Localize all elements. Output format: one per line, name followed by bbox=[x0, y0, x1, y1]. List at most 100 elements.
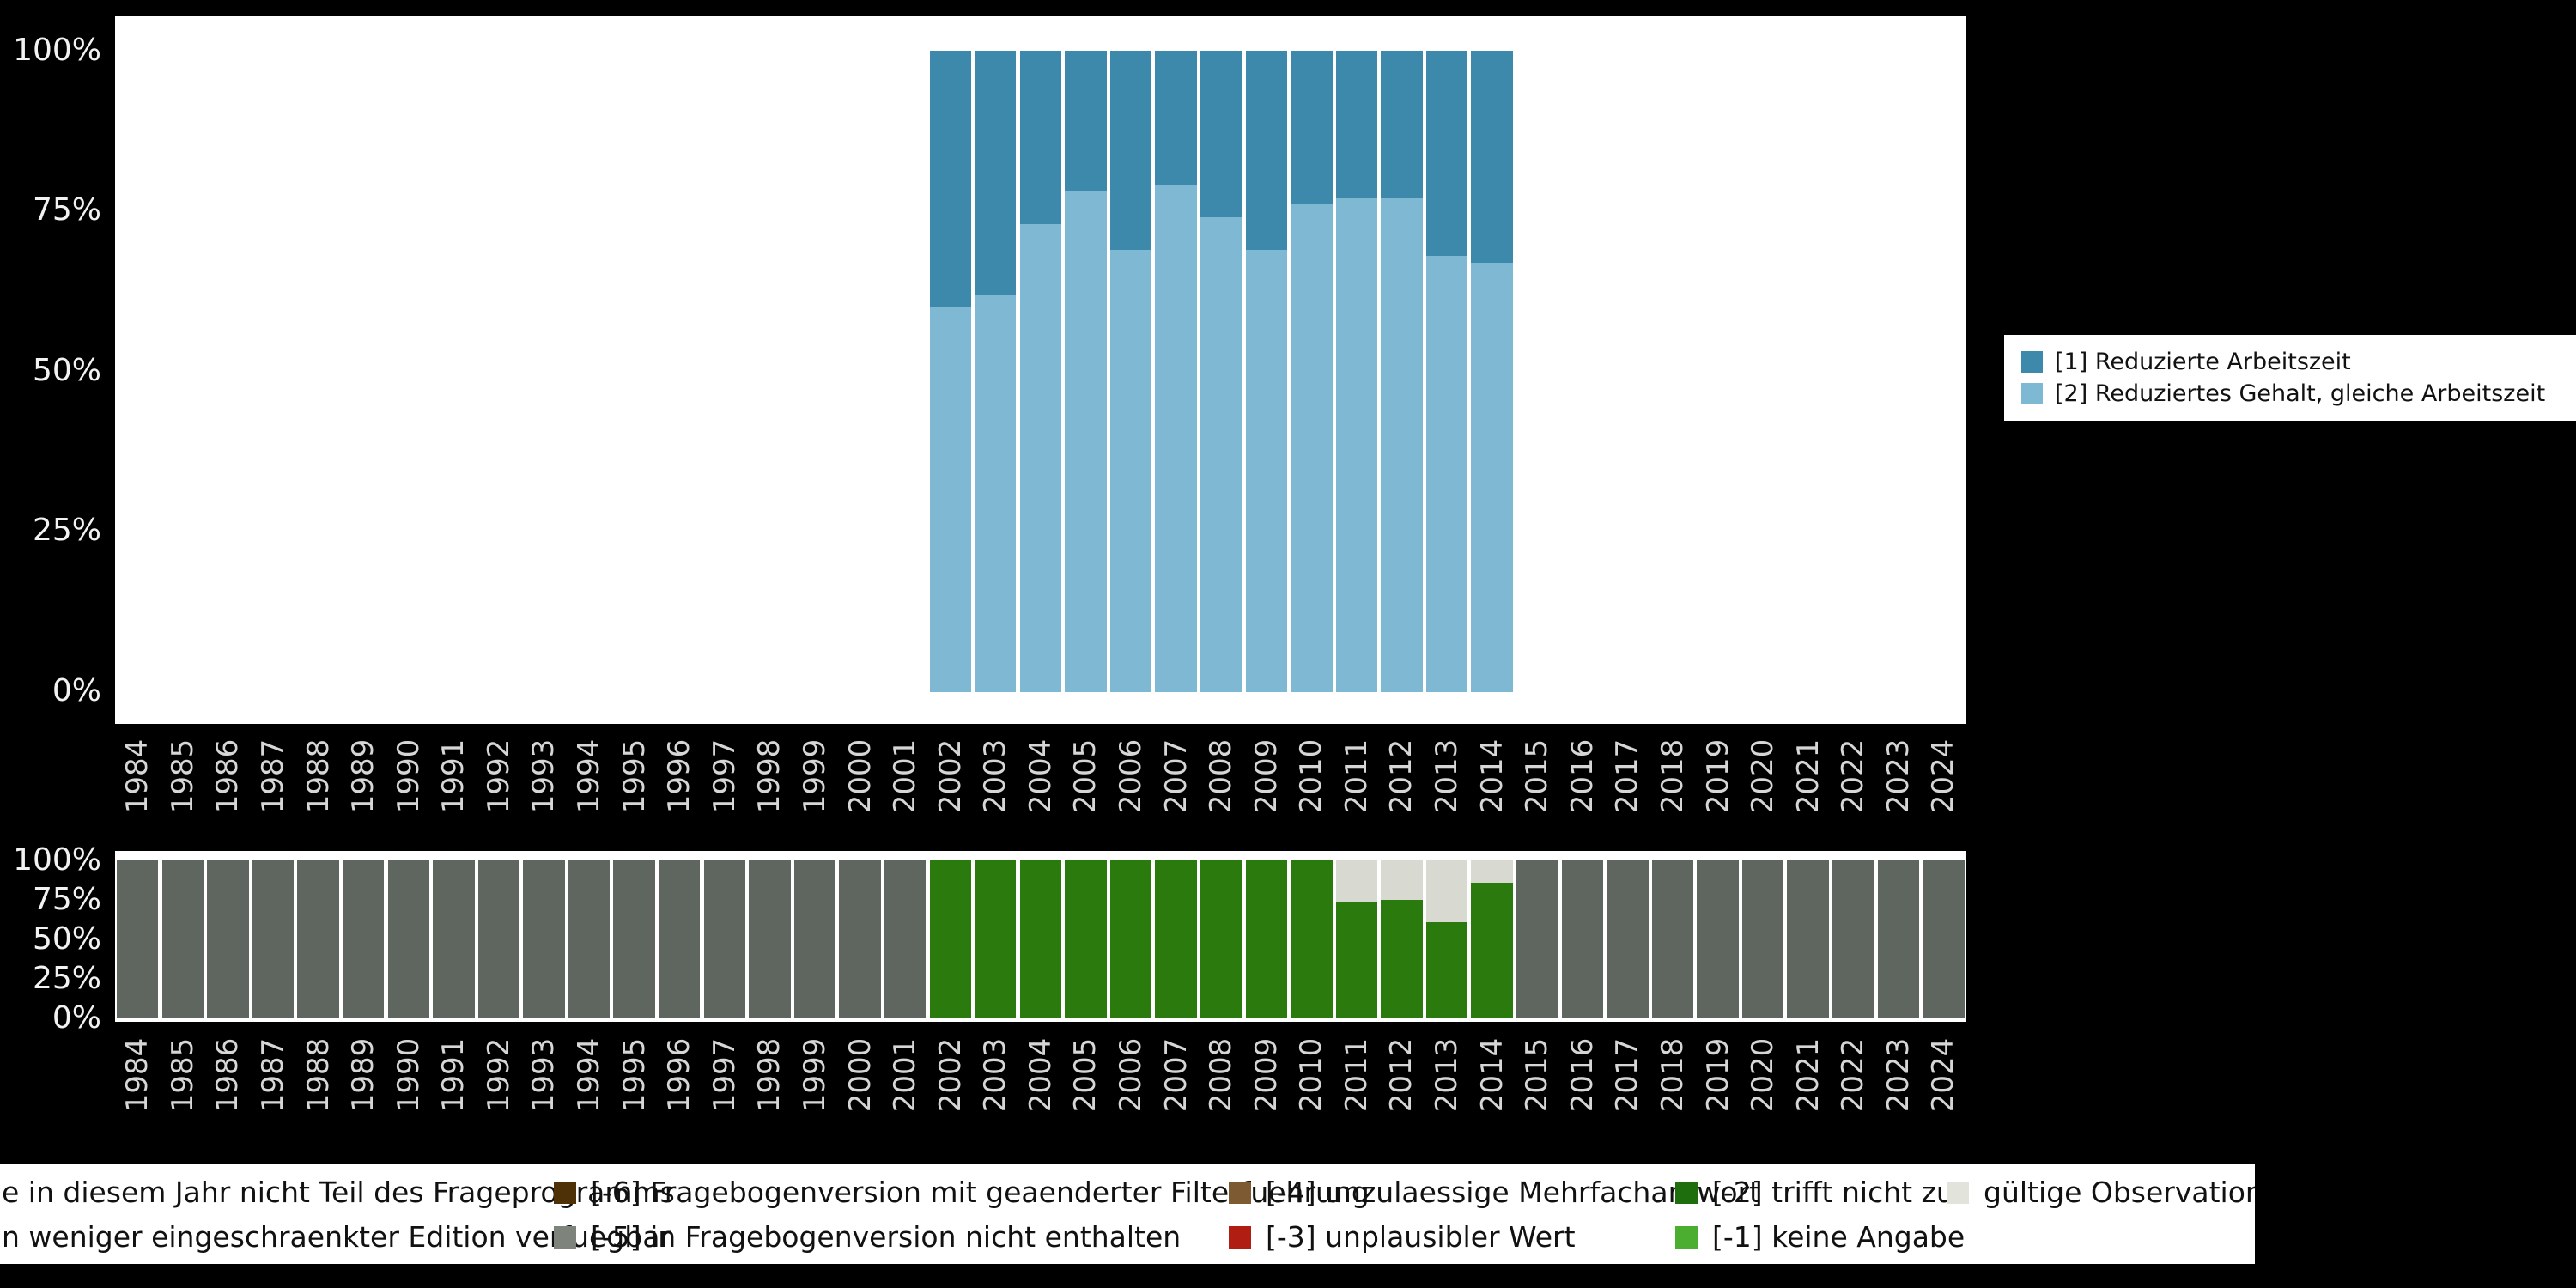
x-tick-slot: 2011 bbox=[1334, 1029, 1380, 1121]
bar-slot-1986 bbox=[205, 51, 251, 692]
bar-2014 bbox=[1471, 51, 1513, 692]
bar-segment bbox=[568, 860, 611, 1018]
bar-segment bbox=[1381, 900, 1423, 1018]
x-tick-label: 1984 bbox=[120, 738, 155, 814]
y-tick-label: 25% bbox=[32, 961, 101, 996]
x-tick-slot: 1984 bbox=[115, 1029, 161, 1121]
x-tick-slot: 1989 bbox=[341, 1029, 386, 1121]
top-chart-panel bbox=[115, 16, 1966, 724]
bar-slot-1994 bbox=[567, 51, 612, 692]
bar-2001 bbox=[884, 860, 927, 1018]
bar-slot-2005 bbox=[1063, 51, 1109, 692]
x-tick-slot: 2022 bbox=[1831, 730, 1876, 823]
x-tick-slot: 1996 bbox=[657, 730, 702, 823]
x-tick-slot: 2015 bbox=[1515, 730, 1560, 823]
bar-segment bbox=[1200, 860, 1242, 1018]
x-tick-label: 2020 bbox=[1746, 738, 1781, 814]
x-tick-label: 1985 bbox=[165, 738, 200, 814]
bottom-x-axis: 1984 1985 1986 1987 1988 1989 1990 1991 1992 1993… bbox=[115, 1029, 1966, 1121]
bar-segment bbox=[839, 860, 881, 1018]
bar-2007 bbox=[1155, 860, 1197, 1018]
bar-slot-1996 bbox=[657, 51, 702, 692]
x-tick-label: 2018 bbox=[1655, 1037, 1690, 1113]
bar-slot-2010 bbox=[1289, 51, 1334, 692]
y-tick-label: 100% bbox=[13, 842, 101, 878]
legend-label: [1] Reduzierte Arbeitszeit bbox=[2055, 349, 2351, 375]
x-tick-label: 2012 bbox=[1384, 1037, 1419, 1113]
bar-2018 bbox=[1651, 860, 1694, 1018]
bar-slot-2003 bbox=[973, 51, 1018, 692]
bar-1987 bbox=[252, 860, 295, 1018]
bar-slot-1993 bbox=[521, 860, 567, 1018]
bar-segment bbox=[1381, 860, 1423, 900]
bar-segment bbox=[207, 860, 249, 1018]
legend-values: [1] Reduzierte Arbeitszeit [2] Reduzierte… bbox=[2004, 335, 2576, 421]
bar-segment bbox=[1065, 51, 1107, 192]
bar-segment bbox=[252, 860, 295, 1018]
x-tick-label: 2024 bbox=[1926, 1037, 1961, 1113]
bar-slot-2018 bbox=[1650, 860, 1696, 1018]
bar-2003 bbox=[975, 860, 1017, 1018]
bar-2004 bbox=[1019, 860, 1062, 1018]
x-tick-slot: 1988 bbox=[295, 730, 341, 823]
top-x-axis: 1984 1985 1986 1987 1988 1989 1990 1991 1992 1993… bbox=[115, 730, 1966, 823]
y-tick-label: 75% bbox=[32, 192, 101, 228]
bar-slot-2017 bbox=[1605, 51, 1650, 692]
bar-2023 bbox=[1877, 860, 1920, 1018]
x-tick-slot: 2004 bbox=[1018, 1029, 1064, 1121]
x-tick-slot: 1985 bbox=[161, 1029, 206, 1121]
x-tick-label: 1993 bbox=[526, 738, 562, 814]
x-tick-label: 2017 bbox=[1610, 1037, 1645, 1113]
x-tick-label: 1986 bbox=[210, 738, 246, 814]
bar-2009 bbox=[1245, 860, 1287, 1018]
x-tick-label: 2022 bbox=[1836, 1037, 1871, 1113]
x-tick-slot: 1988 bbox=[295, 1029, 341, 1121]
x-tick-slot: 2018 bbox=[1650, 730, 1696, 823]
bar-1986 bbox=[207, 860, 249, 1018]
bar-slot-2014 bbox=[1469, 860, 1515, 1018]
x-tick-label: 2003 bbox=[978, 738, 1013, 814]
x-tick-label: 1989 bbox=[346, 738, 381, 814]
x-tick-slot: 2000 bbox=[837, 1029, 883, 1121]
x-tick-slot: 1992 bbox=[477, 1029, 522, 1121]
x-tick-slot: 1990 bbox=[386, 1029, 431, 1121]
x-tick-label: 2005 bbox=[1068, 1037, 1103, 1113]
y-tick-label: 100% bbox=[13, 33, 101, 68]
bar-slot-2007 bbox=[1153, 860, 1199, 1018]
bar-segment bbox=[1155, 51, 1197, 185]
x-tick-slot: 2018 bbox=[1650, 1029, 1696, 1121]
bar-slot-2002 bbox=[927, 860, 973, 1018]
bar-segment bbox=[1065, 191, 1107, 692]
x-tick-label: 2018 bbox=[1655, 738, 1690, 814]
legend-label: [-1] keine Angabe bbox=[1712, 1220, 1965, 1254]
x-tick-label: 2019 bbox=[1700, 738, 1735, 814]
x-tick-label: 2002 bbox=[933, 1037, 968, 1113]
bar-segment bbox=[1651, 860, 1694, 1018]
bar-segment bbox=[477, 860, 520, 1018]
x-tick-slot: 2002 bbox=[927, 730, 973, 823]
bar-segment bbox=[523, 860, 565, 1018]
x-tick-label: 2016 bbox=[1564, 738, 1600, 814]
bar-segment bbox=[659, 860, 701, 1018]
bar-slot-1984 bbox=[115, 51, 161, 692]
bar-2011 bbox=[1335, 860, 1378, 1018]
bar-segment bbox=[1607, 860, 1649, 1018]
x-tick-slot: 1993 bbox=[521, 1029, 567, 1121]
x-tick-label: 1991 bbox=[436, 738, 471, 814]
x-tick-slot: 1996 bbox=[657, 1029, 702, 1121]
bar-2006 bbox=[1109, 860, 1152, 1018]
bar-slot-2019 bbox=[1695, 860, 1741, 1018]
bar-slot-2023 bbox=[1876, 860, 1922, 1018]
bar-slot-2021 bbox=[1785, 51, 1831, 692]
bar-2020 bbox=[1741, 860, 1784, 1018]
x-tick-label: 1998 bbox=[752, 1037, 787, 1113]
bar-segment bbox=[117, 860, 159, 1018]
bar-2005 bbox=[1065, 860, 1107, 1018]
bar-slot-1995 bbox=[611, 51, 657, 692]
x-tick-slot: 2023 bbox=[1876, 730, 1922, 823]
bar-segment bbox=[1381, 51, 1423, 198]
bar-slot-2008 bbox=[1199, 860, 1244, 1018]
bar-slot-2001 bbox=[883, 51, 928, 692]
legend-label: [-5] in Fragebogenversion nicht enthalte… bbox=[591, 1220, 1182, 1254]
x-tick-slot: 1998 bbox=[747, 730, 793, 823]
